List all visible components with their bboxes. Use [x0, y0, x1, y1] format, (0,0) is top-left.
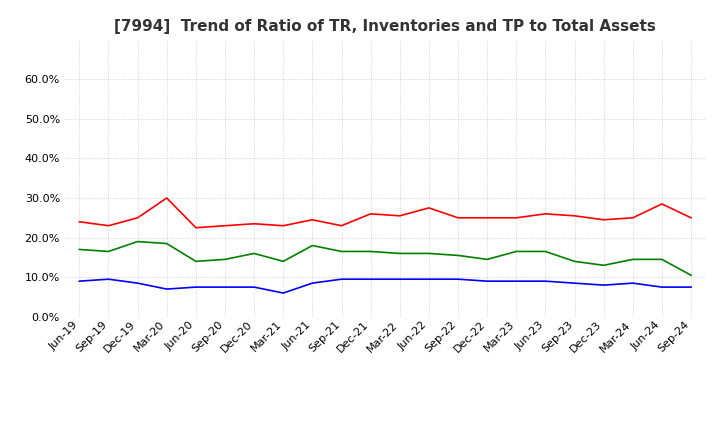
Trade Payables: [250, 251, 258, 256]
Inventories: [366, 276, 375, 282]
Trade Payables: [512, 249, 521, 254]
Trade Receivables: [104, 223, 113, 228]
Line: Trade Payables: Trade Payables: [79, 242, 691, 275]
Inventories: [104, 276, 113, 282]
Trade Payables: [657, 257, 666, 262]
Trade Receivables: [308, 217, 317, 222]
Trade Receivables: [75, 219, 84, 224]
Trade Payables: [541, 249, 550, 254]
Trade Receivables: [599, 217, 608, 222]
Inventories: [279, 290, 287, 296]
Inventories: [133, 281, 142, 286]
Trade Receivables: [133, 215, 142, 220]
Trade Receivables: [163, 195, 171, 201]
Trade Receivables: [541, 211, 550, 216]
Trade Payables: [687, 272, 696, 278]
Trade Payables: [192, 259, 200, 264]
Inventories: [629, 281, 637, 286]
Trade Receivables: [454, 215, 462, 220]
Inventories: [395, 276, 404, 282]
Inventories: [541, 279, 550, 284]
Line: Trade Receivables: Trade Receivables: [79, 198, 691, 228]
Trade Payables: [483, 257, 492, 262]
Inventories: [483, 279, 492, 284]
Trade Payables: [279, 259, 287, 264]
Trade Payables: [425, 251, 433, 256]
Trade Payables: [163, 241, 171, 246]
Trade Receivables: [483, 215, 492, 220]
Trade Payables: [133, 239, 142, 244]
Inventories: [220, 284, 229, 290]
Title: [7994]  Trend of Ratio of TR, Inventories and TP to Total Assets: [7994] Trend of Ratio of TR, Inventories…: [114, 19, 656, 34]
Trade Payables: [395, 251, 404, 256]
Inventories: [250, 284, 258, 290]
Trade Receivables: [512, 215, 521, 220]
Trade Payables: [629, 257, 637, 262]
Inventories: [337, 276, 346, 282]
Trade Receivables: [425, 205, 433, 210]
Trade Receivables: [629, 215, 637, 220]
Trade Receivables: [337, 223, 346, 228]
Inventories: [454, 276, 462, 282]
Inventories: [570, 281, 579, 286]
Inventories: [687, 284, 696, 290]
Trade Receivables: [220, 223, 229, 228]
Trade Receivables: [192, 225, 200, 231]
Trade Payables: [366, 249, 375, 254]
Trade Receivables: [395, 213, 404, 218]
Trade Payables: [570, 259, 579, 264]
Trade Payables: [75, 247, 84, 252]
Inventories: [308, 281, 317, 286]
Trade Payables: [308, 243, 317, 248]
Trade Payables: [454, 253, 462, 258]
Trade Payables: [104, 249, 113, 254]
Trade Receivables: [279, 223, 287, 228]
Inventories: [75, 279, 84, 284]
Inventories: [599, 282, 608, 288]
Inventories: [512, 279, 521, 284]
Inventories: [163, 286, 171, 292]
Inventories: [192, 284, 200, 290]
Trade Payables: [337, 249, 346, 254]
Trade Receivables: [570, 213, 579, 218]
Inventories: [425, 276, 433, 282]
Trade Receivables: [250, 221, 258, 226]
Line: Inventories: Inventories: [79, 279, 691, 293]
Trade Receivables: [687, 215, 696, 220]
Inventories: [657, 284, 666, 290]
Trade Payables: [220, 257, 229, 262]
Trade Payables: [599, 263, 608, 268]
Trade Receivables: [657, 201, 666, 206]
Trade Receivables: [366, 211, 375, 216]
